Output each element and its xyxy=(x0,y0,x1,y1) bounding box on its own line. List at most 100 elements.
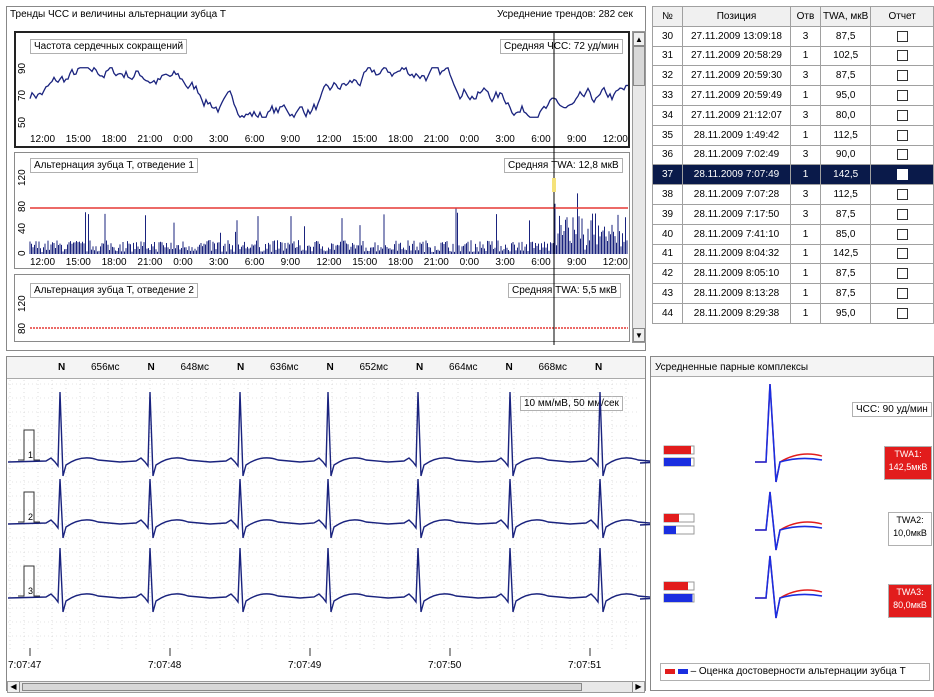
hr-time-tick: 12:00 xyxy=(316,134,341,145)
red-marker-icon xyxy=(665,668,675,674)
hr-time-tick: 0:00 xyxy=(460,134,480,145)
lead-number: 3 xyxy=(28,586,33,596)
scroll-left-icon[interactable]: ◀ xyxy=(8,682,20,692)
twa1-y-tick: 0 xyxy=(17,250,28,256)
hr-time-tick: 15:00 xyxy=(66,134,91,145)
table-row[interactable]: 44 28.11.2009 8:29:38 1 95,0 xyxy=(652,302,934,324)
complex-odd-trace xyxy=(755,555,823,619)
report-checkbox[interactable] xyxy=(896,169,908,181)
twa1-time-tick: 12:00 xyxy=(316,257,341,268)
table-row[interactable]: 32 27.11.2009 20:59:30 3 87,5 xyxy=(652,65,934,87)
scroll-thumb[interactable] xyxy=(633,46,645,86)
twa1-time-tick: 18:00 xyxy=(388,257,413,268)
hr-time-tick: 9:00 xyxy=(567,134,587,145)
report-checkbox[interactable] xyxy=(896,208,908,220)
complex-odd-trace xyxy=(755,383,823,483)
rr-interval: 656мс xyxy=(91,362,120,373)
twa3-result: TWA3: 80,0мкВ xyxy=(888,584,932,618)
cell-report xyxy=(870,302,934,324)
rr-interval: 652мс xyxy=(359,362,389,373)
table-row[interactable]: 34 27.11.2009 21:12:07 3 80,0 xyxy=(652,104,934,126)
table-row[interactable]: 41 28.11.2009 8:04:32 1 142,5 xyxy=(652,243,934,265)
cursor-marker xyxy=(552,178,556,192)
hr-time-tick: 3:00 xyxy=(495,134,515,145)
report-checkbox[interactable] xyxy=(896,129,908,141)
twa1-time-tick: 9:00 xyxy=(567,257,587,268)
twa2-trend-average: Средняя TWA: 5,5 мкВ xyxy=(508,283,622,298)
report-checkbox[interactable] xyxy=(896,70,908,82)
beat-label: N xyxy=(237,362,245,373)
table-row[interactable]: 30 27.11.2009 13:09:18 3 87,5 xyxy=(652,25,934,47)
hr-trend-average: Средняя ЧСС: 72 уд/мин xyxy=(500,39,623,54)
trends-averaging: Усреднение трендов: 282 сек xyxy=(497,9,633,20)
col-twa[interactable]: TWA, мкВ xyxy=(819,6,872,27)
twa2-value: 10,0мкВ xyxy=(893,528,927,538)
table-row[interactable]: 36 28.11.2009 7:02:49 3 90,0 xyxy=(652,144,934,166)
rr-interval: 668мс xyxy=(538,362,568,373)
hr-trend-line xyxy=(29,66,629,119)
report-checkbox[interactable] xyxy=(896,268,908,280)
complex-even-trace xyxy=(755,555,823,619)
reliability-fill-blue xyxy=(664,594,693,602)
reliability-fill-blue xyxy=(664,526,676,534)
report-checkbox[interactable] xyxy=(896,189,908,200)
twa1-time-tick: 6:00 xyxy=(245,257,265,268)
report-checkbox[interactable] xyxy=(896,287,908,299)
ecg-lead-trace xyxy=(7,478,661,539)
twa1-time-tick: 6:00 xyxy=(531,257,551,268)
report-checkbox[interactable] xyxy=(896,248,908,260)
complex-odd-trace xyxy=(755,491,823,551)
twa1-time-tick: 21:00 xyxy=(424,257,449,268)
ecg-time-tick: 7:07:47 xyxy=(8,660,42,671)
hr-time-tick: 18:00 xyxy=(388,134,413,145)
table-row[interactable]: 35 28.11.2009 1:49:42 1 112,5 xyxy=(652,124,934,146)
twa1-time-tick: 3:00 xyxy=(209,257,229,268)
twa2-trend-title: Альтернация зубца T, отведение 2 xyxy=(30,283,198,298)
trends-scrollbar[interactable]: ▲ ▼ xyxy=(632,31,646,343)
report-checkbox[interactable] xyxy=(896,149,908,161)
scroll-down-icon[interactable]: ▼ xyxy=(633,328,645,342)
col-position[interactable]: Позиция xyxy=(682,6,791,27)
report-checkbox[interactable] xyxy=(896,50,908,62)
twa2-y-tick: 80 xyxy=(17,322,28,334)
beat-label: N xyxy=(505,362,513,373)
hr-y-tick: 90 xyxy=(17,62,28,74)
beat-label: N xyxy=(147,362,155,373)
beat-label: N xyxy=(595,362,603,373)
reliability-fill-red xyxy=(664,514,679,522)
twa1-y-tick: 80 xyxy=(17,200,28,212)
report-checkbox[interactable] xyxy=(896,90,908,102)
twa1-result: TWA1: 142,5мкВ xyxy=(884,446,932,480)
twa1-trend-title: Альтернация зубца T, отведение 1 xyxy=(30,158,198,173)
hr-trend-title: Частота сердечных сокращений xyxy=(30,39,188,54)
col-report[interactable]: Отчет xyxy=(870,6,934,27)
rr-interval: 648мс xyxy=(180,362,210,373)
scroll-up-icon[interactable]: ▲ xyxy=(633,32,645,46)
complexes-title: Усредненные парные комплексы xyxy=(655,362,809,373)
ecg-time-tick: 7:07:50 xyxy=(428,660,462,671)
report-checkbox[interactable] xyxy=(896,109,908,121)
rr-interval: 664мс xyxy=(449,362,478,373)
table-row[interactable]: 38 28.11.2009 7:07:28 3 112,5 xyxy=(652,184,934,205)
twa1-time-tick: 9:00 xyxy=(281,257,301,268)
table-row[interactable]: 37 28.11.2009 7:07:49 1 142,5 xyxy=(652,164,934,186)
complexes-header xyxy=(651,357,933,377)
hr-y-tick: 50 xyxy=(17,116,28,128)
cell-position: 28.11.2009 7:07:49 xyxy=(682,164,791,186)
events-table[interactable]: № Позиция Отв TWA, мкВ Отчет 30 27.11.200… xyxy=(652,6,934,324)
report-checkbox[interactable] xyxy=(896,30,908,42)
report-checkbox[interactable] xyxy=(896,307,908,319)
ecg-time-tick: 7:07:51 xyxy=(568,660,602,671)
report-checkbox[interactable] xyxy=(896,228,908,240)
table-row[interactable]: 39 28.11.2009 7:17:50 3 87,5 xyxy=(652,203,934,225)
cell-number: 44 xyxy=(652,302,683,324)
scroll-right-icon[interactable]: ▶ xyxy=(632,682,644,692)
calibration-pulse xyxy=(18,429,40,461)
ecg-scrollbar[interactable]: ◀ ▶ xyxy=(7,681,645,693)
hr-time-tick: 18:00 xyxy=(102,134,127,145)
ecg-scroll-thumb[interactable] xyxy=(22,683,582,691)
cell-report xyxy=(870,283,934,304)
hr-time-tick: 21:00 xyxy=(137,134,162,145)
twa1-trend-average: Средняя TWA: 12,8 мкВ xyxy=(504,158,623,173)
